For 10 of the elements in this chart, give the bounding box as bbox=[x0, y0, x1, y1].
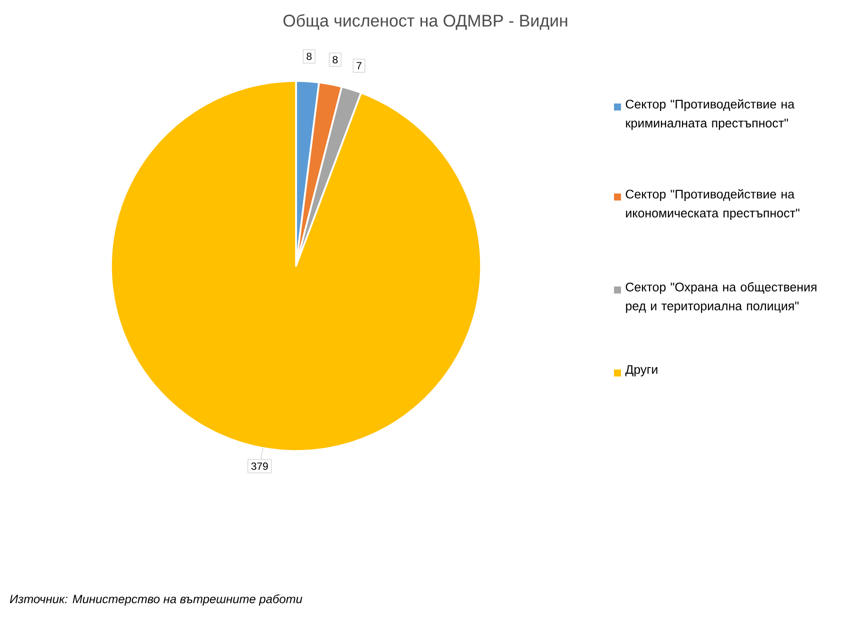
data-label: 7 bbox=[356, 62, 362, 70]
legend-label: Други bbox=[625, 365, 658, 376]
legend-label: Сектор "Охрана на обществения ред и териториална полиция" bbox=[626, 282, 816, 313]
legend-label: Сектор "Противодействие на икономическата престъпност" bbox=[626, 189, 800, 220]
data-label: 8 bbox=[332, 56, 338, 64]
chart-title: Обща численост на ОДМВР - Видин bbox=[283, 14, 568, 30]
data-label: 8 bbox=[306, 52, 312, 60]
text: Източник: Министерство на вътрешните работи bbox=[10, 594, 302, 606]
data-label: 379 bbox=[251, 462, 268, 470]
legend-label: Сектор "Противодействие на криминалната престъпност" bbox=[626, 99, 795, 130]
